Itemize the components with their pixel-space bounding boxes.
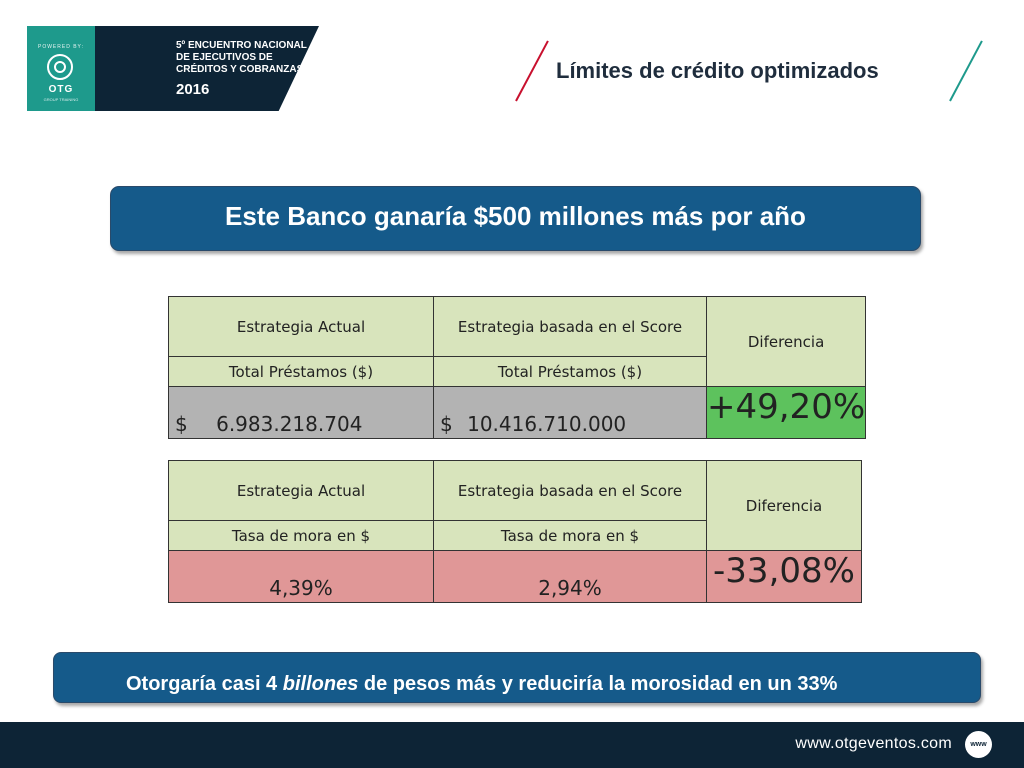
delinquency-comparison-table: Estrategia Actual Estrategia basada en e… — [168, 460, 862, 603]
event-title-panel: 5º ENCUENTRO NACIONAL DE EJECUTIVOS DE C… — [95, 26, 319, 111]
event-name: 5º ENCUENTRO NACIONAL DE EJECUTIVOS DE C… — [176, 40, 307, 76]
col-header-current-strategy: Estrategia Actual — [168, 460, 434, 521]
summary-text: Otorgaría casi 4 — [126, 673, 283, 695]
score-strategy-total-loans: $ 10.416.710.000 — [433, 386, 707, 439]
otg-logo-text: OTG — [48, 84, 74, 95]
event-name-line: DE EJECUTIVOS DE — [176, 52, 273, 63]
current-strategy-delinquency-rate: 4,39% — [168, 550, 434, 603]
event-banner: POWERED BY: OTG GROUP TRAINING 5º ENCUEN… — [27, 26, 319, 111]
footer-bar: www.otgeventos.com www — [0, 722, 1024, 768]
footer-url[interactable]: www.otgeventos.com — [795, 735, 952, 752]
otg-logo-icon — [47, 54, 73, 80]
col-header-current-strategy: Estrategia Actual — [168, 296, 434, 357]
current-strategy-total-loans: $ 6.983.218.704 — [168, 386, 434, 439]
summary-emphasis: billones — [282, 673, 359, 695]
event-year: 2016 — [176, 81, 210, 98]
decorative-slash-red — [515, 40, 549, 102]
loans-difference-value: +49,20% — [705, 386, 867, 439]
amount-value: 6.983.218.704 — [216, 412, 363, 436]
summary-message-box: Otorgaría casi 4 billones de pesos más y… — [53, 652, 981, 703]
loans-comparison-table: Estrategia Actual Estrategia basada en e… — [168, 296, 867, 439]
event-name-line: CRÉDITOS Y COBRANZAS — [176, 64, 304, 75]
currency-symbol: $ — [440, 412, 453, 436]
col-header-difference: Diferencia — [706, 460, 862, 551]
summary-text: de pesos más y reduciría la morosidad en… — [358, 673, 838, 695]
sub-header-delinquency-rate: Tasa de mora en $ — [433, 520, 707, 551]
currency-symbol: $ — [175, 412, 188, 436]
amount-value: 10.416.710.000 — [467, 412, 627, 436]
event-name-line: 5º ENCUENTRO NACIONAL — [176, 40, 307, 51]
headline-box: Este Banco ganaría $500 millones más por… — [110, 186, 921, 251]
sub-header-delinquency-rate: Tasa de mora en $ — [168, 520, 434, 551]
sub-header-total-loans: Total Préstamos ($) — [433, 356, 707, 387]
otg-logo-panel: POWERED BY: OTG GROUP TRAINING — [27, 26, 95, 111]
powered-by-label: POWERED BY: — [37, 44, 84, 50]
score-strategy-delinquency-rate: 2,94% — [433, 550, 707, 603]
globe-icon: www — [965, 731, 992, 758]
col-header-score-strategy: Estrategia basada en el Score — [433, 296, 707, 357]
slide-title: Límites de crédito optimizados — [556, 58, 879, 83]
sub-header-total-loans: Total Préstamos ($) — [168, 356, 434, 387]
otg-logo-subtext: GROUP TRAINING — [43, 97, 79, 102]
col-header-score-strategy: Estrategia basada en el Score — [433, 460, 707, 521]
delinquency-difference-value: -33,08% — [706, 550, 862, 603]
col-header-difference: Diferencia — [705, 296, 867, 387]
decorative-slash-teal — [949, 40, 983, 102]
